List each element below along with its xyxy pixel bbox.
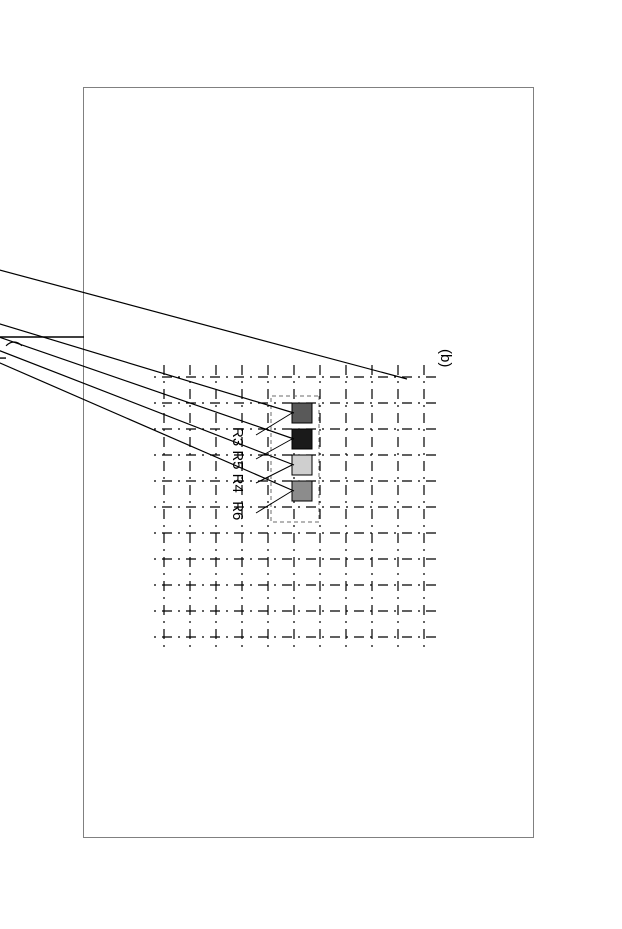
cell-labels-row: R3 R5 R4 R6	[229, 427, 246, 520]
diagram-svg	[0, 0, 622, 929]
panel-b-label: (b)	[437, 349, 454, 367]
connector-label: L	[0, 356, 8, 365]
